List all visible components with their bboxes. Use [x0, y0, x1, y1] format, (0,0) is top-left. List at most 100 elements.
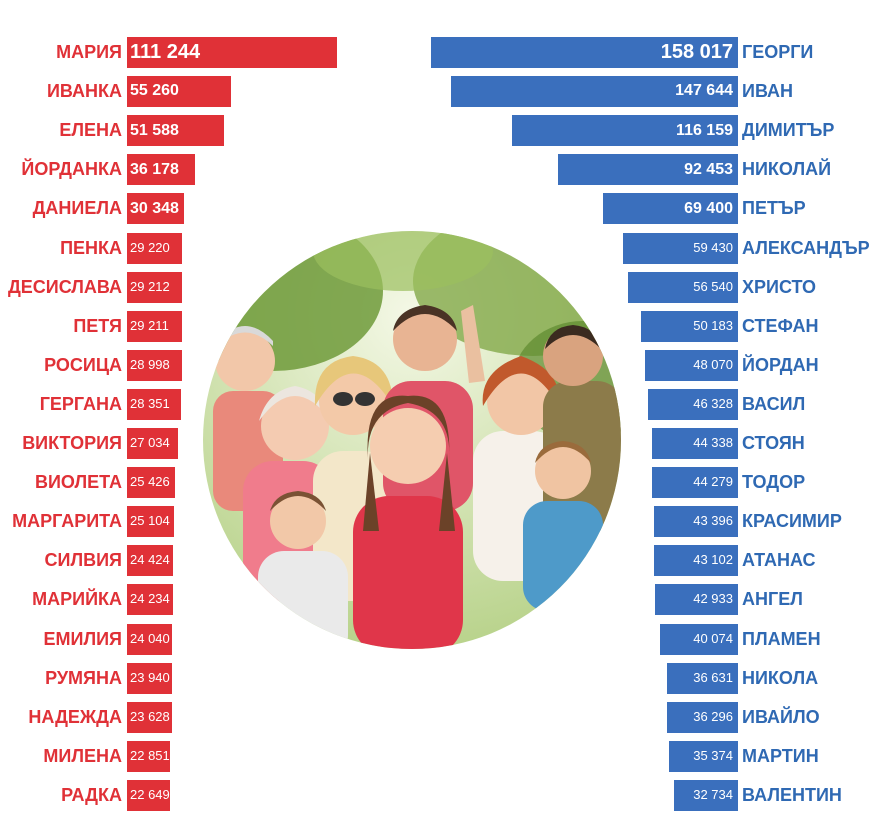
female-bar: [127, 76, 232, 108]
female-name-label: МИЛЕНА: [43, 745, 122, 766]
male-value-label: 116 159: [676, 121, 733, 139]
male-name-label: ВАСИЛ: [742, 393, 806, 414]
male-value-label: 69 400: [684, 199, 733, 217]
female-name-label: ИВАНКА: [46, 81, 122, 102]
male-name-label: ГЕОРГИ: [742, 42, 814, 62]
male-name-label: ЙОРДАН: [742, 354, 819, 375]
female-value-label: 29 220: [130, 239, 170, 255]
male-value-label: 59 430: [693, 239, 733, 255]
female-value-label: 29 212: [130, 278, 170, 294]
male-value-label: 48 070: [693, 356, 733, 372]
female-value-label: 25 104: [130, 513, 170, 529]
male-bar: [558, 154, 738, 186]
female-name-label: ДЕСИСЛАВА: [7, 276, 122, 297]
male-value-label: 40 074: [693, 630, 733, 646]
female-bar: [127, 740, 171, 772]
male-name-label: ТОДОР: [742, 472, 806, 493]
male-bar: [667, 701, 738, 733]
male-name-label: ИВАЙЛО: [742, 706, 820, 727]
male-bar: [603, 193, 738, 225]
female-value-label: 23 628: [130, 708, 170, 724]
female-bar: [127, 193, 185, 225]
female-name-label: ПЕНКА: [60, 237, 122, 258]
male-value-label: 35 374: [693, 747, 733, 763]
female-value-label: 27 034: [130, 435, 170, 451]
female-bar: [127, 467, 175, 499]
female-bar: [127, 115, 225, 147]
female-bar: [127, 584, 173, 616]
male-bar: [653, 506, 738, 538]
female-name-label: ЕМИЛИЯ: [43, 628, 122, 649]
male-name-label: НИКОЛА: [742, 667, 819, 688]
male-value-label: 147 644: [675, 82, 733, 100]
female-name-label: РУМЯНА: [45, 667, 122, 688]
male-value-label: 43 102: [693, 552, 733, 568]
female-bar: [127, 506, 175, 538]
female-name-label: ЙОРДАНКА: [21, 159, 122, 180]
male-value-label: 44 279: [693, 474, 733, 490]
family-photo: [203, 231, 621, 649]
male-value-label: 42 933: [693, 591, 733, 607]
female-value-label: 22 649: [130, 786, 170, 802]
male-name-label: СТЕФАН: [742, 315, 819, 336]
female-bar: [127, 388, 181, 420]
female-value-label: 30 348: [130, 199, 179, 217]
female-bar: [127, 310, 183, 342]
female-value-label: 29 211: [130, 317, 169, 333]
female-value-label: 23 940: [130, 669, 170, 685]
female-bar: [127, 623, 173, 655]
male-name-label: ПЛАМЕН: [742, 628, 821, 649]
female-value-label: 55 260: [130, 82, 179, 100]
male-bar: [647, 388, 738, 420]
male-bar: [628, 271, 738, 303]
female-name-label: РАДКА: [61, 784, 122, 805]
female-value-label: 36 178: [130, 160, 179, 178]
female-name-label: МАРИЙКА: [32, 589, 122, 610]
male-name-label: АТАНАС: [742, 550, 816, 571]
male-bar: [640, 310, 738, 342]
female-name-label: ГЕРГАНА: [39, 393, 122, 414]
female-value-label: 111 244: [130, 41, 201, 63]
male-value-label: 32 734: [693, 786, 733, 802]
female-bar: [127, 37, 337, 68]
male-value-label: 46 328: [693, 395, 733, 411]
female-value-label: 28 998: [130, 356, 170, 372]
male-bar: [669, 740, 738, 772]
male-bar: [660, 623, 738, 655]
female-bar: [127, 701, 172, 733]
female-name-label: ДАНИЕЛА: [32, 198, 122, 219]
female-value-label: 25 426: [130, 474, 170, 490]
male-value-label: 92 453: [684, 160, 733, 178]
male-bar: [644, 349, 738, 381]
female-value-label: 22 851: [130, 747, 170, 763]
male-value-label: 36 631: [693, 669, 733, 685]
female-name-label: РОСИЦА: [44, 354, 122, 375]
female-name-label: ЕЛЕНА: [59, 120, 122, 141]
female-name-label: МАРГАРИТА: [12, 511, 122, 532]
male-value-label: 158 017: [660, 41, 733, 63]
female-value-label: 28 351: [130, 395, 170, 411]
male-bar: [651, 467, 738, 499]
female-bar: [127, 428, 179, 459]
female-value-label: 24 234: [130, 591, 170, 607]
male-name-label: КРАСИМИР: [742, 511, 842, 532]
male-name-label: ВАЛЕНТИН: [742, 784, 842, 805]
male-value-label: 44 338: [693, 435, 733, 451]
female-bar: [127, 154, 196, 186]
female-name-label: ВИОЛЕТА: [35, 472, 122, 493]
female-bar: [127, 779, 170, 811]
male-bar: [622, 232, 738, 264]
male-value-label: 36 296: [693, 708, 733, 724]
male-bar: [654, 584, 738, 616]
male-bar: [654, 545, 738, 577]
male-value-label: 50 183: [693, 317, 733, 333]
female-bar: [127, 545, 174, 577]
female-value-label: 24 040: [130, 630, 170, 646]
female-bar: [127, 232, 183, 264]
male-name-label: ХРИСТО: [742, 276, 817, 297]
male-name-label: ДИМИТЪР: [742, 120, 835, 141]
female-name-label: НАДЕЖДА: [28, 706, 122, 727]
female-name-label: СИЛВИЯ: [44, 550, 122, 571]
male-bar: [451, 76, 738, 108]
